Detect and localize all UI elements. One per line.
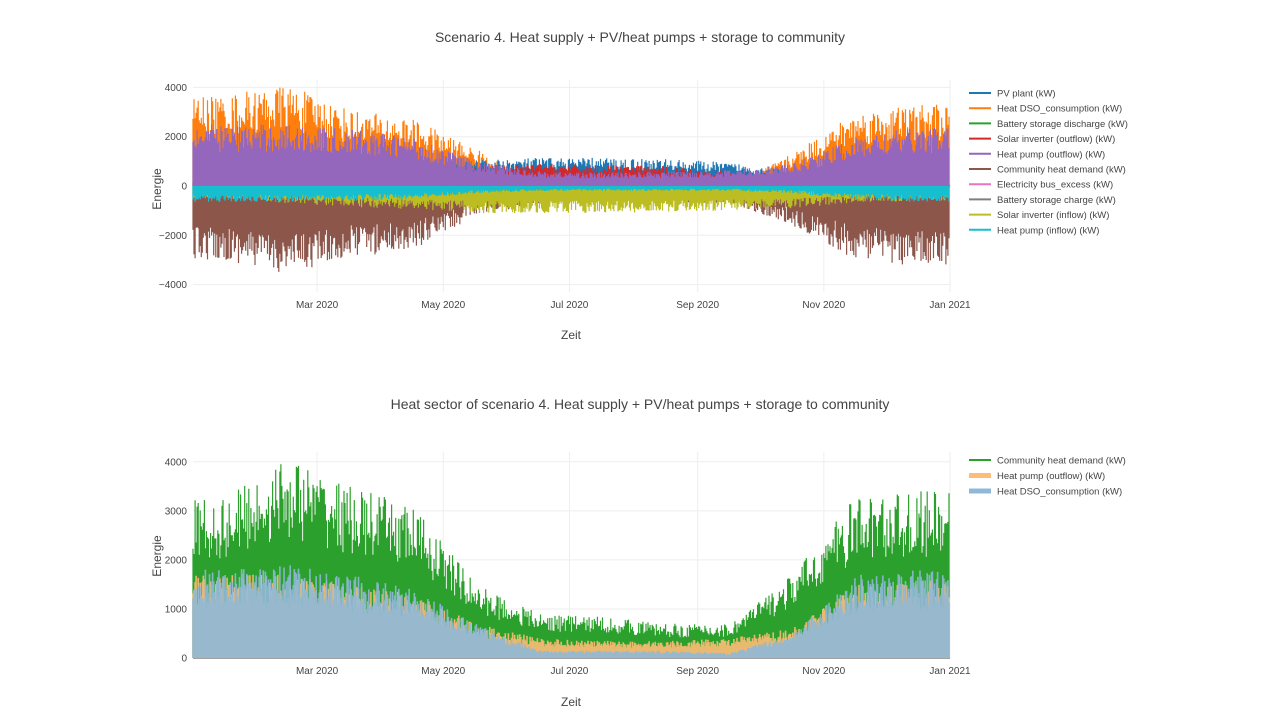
legend-label: Solar inverter (outflow) (kW) [997,134,1115,145]
legend-label: Electricity bus_excess (kW) [997,180,1113,191]
chart-1-y-tick-label: −2000 [159,231,188,242]
legend-label: Battery storage charge (kW) [997,195,1116,206]
chart-1-x-tick-label: Sep 2020 [676,300,719,311]
legend-label: Community heat demand (kW) [997,456,1126,467]
chart-1-x-tick-label: Mar 2020 [296,300,339,311]
legend-label: Heat pump (outflow) (kW) [997,149,1105,160]
chart-1-y-axis-label: Energie [150,168,164,210]
legend-item[interactable]: Battery storage discharge (kW) [969,119,1128,130]
chart-2-legend: Community heat demand (kW) Heat pump (ou… [969,456,1126,498]
chart-2-x-tick-label: Mar 2020 [296,666,339,677]
legend-item[interactable]: Community heat demand (kW) [969,456,1126,467]
legend-item[interactable]: Heat pump (outflow) (kW) [969,149,1105,160]
chart-1-x-tick-label: Jul 2020 [551,300,589,311]
legend-item[interactable]: Heat DSO_consumption (kW) [969,104,1122,115]
chart-1-plot: Mar 2020 May 2020 Jul 2020 Sep 2020 Nov … [159,80,971,311]
legend-label: Heat DSO_consumption (kW) [997,487,1122,498]
chart-1-y-tick-label: 2000 [165,132,188,143]
chart-2-x-tick-label: Jan 2021 [929,666,971,677]
chart-2-plot: Mar 2020 May 2020 Jul 2020 Sep 2020 Nov … [165,452,971,677]
chart-2-y-tick-label: 2000 [165,555,188,566]
legend-item[interactable]: PV plant (kW) [969,89,1056,100]
chart-2-x-tick-label: Sep 2020 [676,666,719,677]
chart-1: Scenario 4. Heat supply + PV/heat pumps … [150,29,1128,342]
chart-1-x-tick-label: Nov 2020 [802,300,845,311]
chart-2-series-group [192,464,950,658]
series-line [192,186,950,202]
chart-2-title: Heat sector of scenario 4. Heat supply +… [391,396,890,412]
legend-label: Heat pump (outflow) (kW) [997,471,1105,482]
chart-2-x-tick-label: May 2020 [421,666,465,677]
chart-2-y-tick-label: 0 [181,654,187,665]
chart-2-y-tick-label: 3000 [165,506,188,517]
chart-2-y-ticks: 4000 3000 2000 1000 0 [165,457,188,664]
chart-1-y-tick-label: 0 [181,182,187,193]
chart-1-x-axis-label: Zeit [561,328,582,342]
chart-2-y-axis-label: Energie [150,535,164,577]
chart-1-legend: PV plant (kW) Heat DSO_consumption (kW) … [969,89,1128,236]
legend-item[interactable]: Heat DSO_consumption (kW) [969,487,1122,498]
chart-2-y-tick-label: 4000 [165,457,188,468]
legend-item[interactable]: Heat pump (outflow) (kW) [969,471,1105,482]
legend-label: PV plant (kW) [997,89,1056,100]
legend-item[interactable]: Solar inverter (inflow) (kW) [969,210,1109,221]
chart-1-y-ticks: 4000 2000 0 −2000 −4000 [159,83,188,291]
chart-1-x-ticks: Mar 2020 May 2020 Jul 2020 Sep 2020 Nov … [296,300,971,311]
chart-1-x-tick-label: Jan 2021 [929,300,971,311]
series-line [192,124,950,186]
legend-label: Community heat demand (kW) [997,165,1126,176]
legend-item[interactable]: Community heat demand (kW) [969,165,1126,176]
legend-label: Heat pump (inflow) (kW) [997,225,1099,236]
chart-2-x-tick-label: Nov 2020 [802,666,845,677]
chart-1-title: Scenario 4. Heat supply + PV/heat pumps … [435,29,845,45]
legend-item[interactable]: Solar inverter (outflow) (kW) [969,134,1115,145]
series-line [192,565,950,658]
chart-1-series-group [192,87,950,272]
legend-label: Solar inverter (inflow) (kW) [997,210,1109,221]
chart-2-y-tick-label: 1000 [165,604,188,615]
chart-2-x-tick-label: Jul 2020 [551,666,589,677]
legend-label: Battery storage discharge (kW) [997,119,1128,130]
chart-1-y-tick-label: −4000 [159,280,188,291]
chart-2-x-ticks: Mar 2020 May 2020 Jul 2020 Sep 2020 Nov … [296,666,971,677]
chart-2-x-axis-label: Zeit [561,695,582,709]
legend-item[interactable]: Battery storage charge (kW) [969,195,1116,206]
legend-label: Heat DSO_consumption (kW) [997,104,1122,115]
chart-2: Heat sector of scenario 4. Heat supply +… [150,396,1126,709]
legend-item[interactable]: Electricity bus_excess (kW) [969,180,1113,191]
chart-1-y-tick-label: 4000 [165,83,188,94]
legend-item[interactable]: Heat pump (inflow) (kW) [969,225,1099,236]
chart-1-x-tick-label: May 2020 [421,300,465,311]
